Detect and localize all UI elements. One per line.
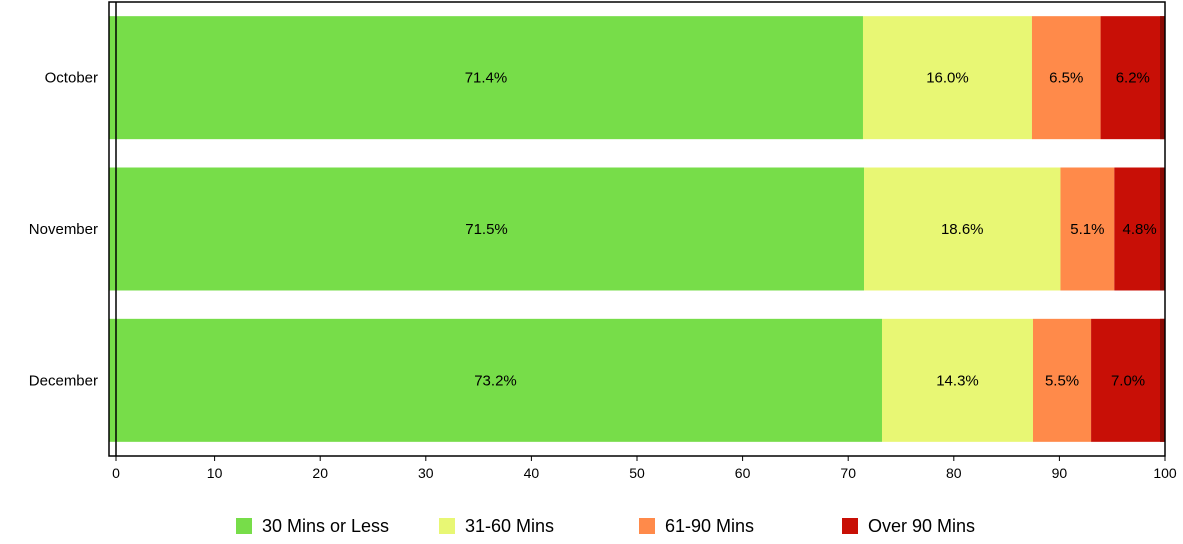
bar-segment <box>881 318 1033 442</box>
data-label: 71.4% <box>465 70 508 87</box>
x-tick-label: 60 <box>735 465 751 481</box>
x-tick-label: 20 <box>312 465 328 481</box>
x-tick-label: 100 <box>1153 465 1177 481</box>
bar-segment <box>109 16 863 140</box>
data-label: 4.8% <box>1123 221 1157 238</box>
bar-segment <box>1114 167 1165 291</box>
legend-label: 61-90 Mins <box>665 516 754 536</box>
data-label: 5.5% <box>1045 372 1079 389</box>
x-tick-label: 0 <box>112 465 120 481</box>
data-labels-layer: 71.4% 16.0% 6.5% 6.2% 71.5% 18.6% 5.1% 4.8% 73.2… <box>465 70 1157 390</box>
x-tick-label: 40 <box>524 465 540 481</box>
category-label: November <box>29 221 98 238</box>
bar-end-cap <box>1160 16 1165 140</box>
data-label: 7.0% <box>1111 372 1145 389</box>
bars-layer <box>109 16 1165 442</box>
legend-label: 30 Mins or Less <box>262 516 389 536</box>
legend-swatch <box>842 518 858 534</box>
legend-swatch <box>639 518 655 534</box>
plot-frame <box>108 1 1166 457</box>
x-tick-label: 30 <box>418 465 434 481</box>
category-label: October <box>45 70 98 87</box>
x-tick-label: 80 <box>946 465 962 481</box>
data-label: 18.6% <box>941 221 984 238</box>
x-tick-label: 70 <box>840 465 856 481</box>
data-label: 16.0% <box>926 70 969 87</box>
bar-segment <box>862 16 1032 140</box>
data-label: 6.2% <box>1116 70 1150 87</box>
legend: 30 Mins or Less 31-60 Mins 61-90 Mins Over … <box>236 516 975 536</box>
legend-label: Over 90 Mins <box>868 516 975 536</box>
x-axis: 0 10 20 30 40 50 60 70 80 90 100 <box>112 456 1177 481</box>
data-label: 14.3% <box>936 372 979 389</box>
data-label: 71.5% <box>465 221 508 238</box>
bar-segment <box>1060 167 1115 291</box>
bar-end-cap <box>1160 318 1165 442</box>
x-tick-label: 50 <box>629 465 645 481</box>
category-labels: October November December <box>29 70 98 390</box>
x-tick-label: 10 <box>207 465 223 481</box>
bar-segment <box>1091 318 1165 442</box>
bar-segment <box>109 318 882 442</box>
legend-swatch <box>439 518 455 534</box>
bar-segment <box>1033 318 1092 442</box>
bar-end-cap <box>1160 167 1165 291</box>
x-tick-label: 90 <box>1052 465 1068 481</box>
bar-segment <box>1031 16 1101 140</box>
bar-segment <box>1100 16 1165 140</box>
legend-label: 31-60 Mins <box>465 516 554 536</box>
bar-segment <box>864 167 1061 291</box>
legend-swatch <box>236 518 252 534</box>
data-label: 73.2% <box>474 372 517 389</box>
bar-segment <box>109 167 865 291</box>
data-label: 5.1% <box>1070 221 1104 238</box>
data-label: 6.5% <box>1049 70 1083 87</box>
category-label: December <box>29 372 98 389</box>
